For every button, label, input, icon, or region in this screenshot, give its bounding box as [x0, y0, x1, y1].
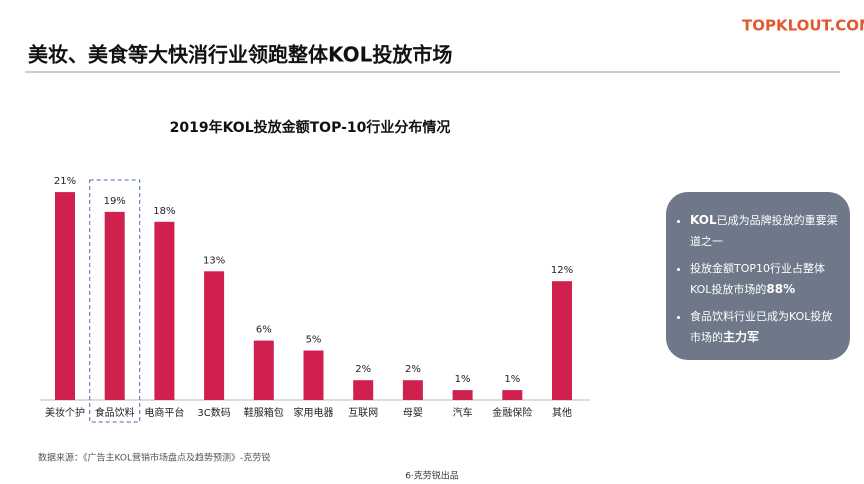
x-tick-label: 美妆个护 [45, 406, 85, 419]
x-tick-label: 家用电器 [294, 406, 334, 419]
callout-text: 已成为品牌投放的重要渠道之一 [690, 214, 838, 248]
value-label: 19% [104, 196, 126, 207]
value-label: 2% [355, 364, 371, 375]
logo: TOPKLOUT.COM [742, 17, 864, 35]
value-label: 18% [153, 206, 175, 217]
callout: KOL已成为品牌投放的重要渠道之一投放金额TOP10行业占整体KOL投放市场的8… [666, 192, 850, 360]
x-tick-label: 金融保险 [492, 406, 532, 419]
value-label: 6% [256, 325, 272, 336]
x-tick-label: 母婴 [403, 407, 423, 419]
x-tick-label: 食品饮料 [95, 406, 135, 419]
value-label: 1% [455, 374, 471, 385]
callout-list: KOL已成为品牌投放的重要渠道之一投放金额TOP10行业占整体KOL投放市场的8… [676, 210, 838, 348]
callout-text: KOL [690, 213, 717, 227]
callout-text: 88% [766, 282, 796, 296]
callout-item: 投放金额TOP10行业占整体KOL投放市场的88% [690, 258, 838, 300]
callout-item: KOL已成为品牌投放的重要渠道之一 [690, 210, 838, 252]
x-tick-label: 汽车 [453, 406, 473, 419]
bar [303, 350, 324, 400]
footer: 6·克劳锐出品 [405, 470, 459, 482]
bar [154, 221, 175, 400]
value-label: 1% [504, 374, 520, 385]
x-tick-label: 鞋服箱包 [244, 406, 284, 419]
bar [204, 271, 225, 400]
value-label: 21% [54, 176, 76, 187]
bar [552, 281, 572, 400]
x-tick-label: 3C数码 [197, 406, 230, 419]
callout-text: 食品饮料行业已成为KOL投放市场的 [690, 310, 833, 344]
bar [402, 380, 423, 400]
x-tick-label: 互联网 [348, 407, 378, 419]
slide-title: 美妆、美食等大快消行业领跑整体KOL投放市场 [28, 43, 452, 67]
bar [104, 211, 125, 400]
callout-item: 食品饮料行业已成为KOL投放市场的主力军 [690, 306, 838, 348]
value-label: 12% [551, 265, 573, 276]
source-note: 数据来源：《广告主KOL营销市场盘点及趋势预测》-克劳锐 [38, 452, 270, 464]
bar [55, 192, 75, 400]
bar [353, 380, 374, 400]
value-label: 5% [306, 335, 322, 346]
bar [502, 390, 523, 400]
highlight-box [89, 179, 141, 423]
chart-title: 2019年KOL投放金额TOP-10行业分布情况 [170, 119, 451, 136]
bar [253, 340, 274, 400]
callout-text: 主力军 [723, 330, 760, 344]
value-label: 13% [203, 255, 225, 266]
bar [452, 390, 473, 400]
x-tick-label: 其他 [552, 406, 572, 419]
value-label: 2% [405, 364, 421, 375]
callout-text: 投放金额TOP10行业占整体KOL投放市场的 [690, 262, 826, 296]
x-tick-label: 电商平台 [144, 406, 184, 419]
